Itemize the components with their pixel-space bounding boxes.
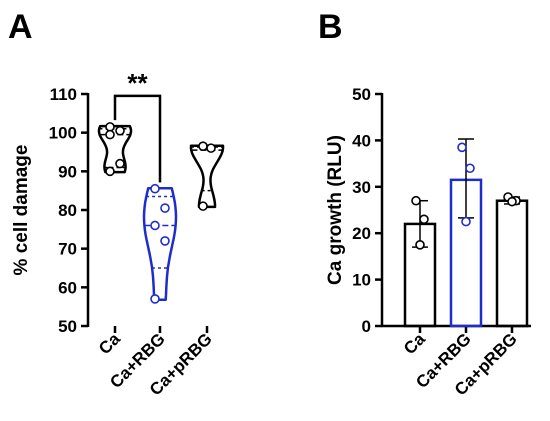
y-tick-label: 0: [362, 317, 371, 336]
data-point: [419, 214, 429, 225]
data-point: [105, 166, 115, 177]
violin-plot: % cell damage 5060708090100110CaCa+RBGCa…: [11, 68, 225, 399]
data-point: [115, 125, 125, 136]
significance-bracket: [113, 94, 162, 183]
y-tick-label: 110: [50, 85, 77, 104]
violin: [142, 187, 178, 301]
data-point: [105, 129, 115, 140]
y-tick-label: 80: [58, 201, 77, 220]
data-point: [507, 196, 517, 207]
y-tick-label: 20: [352, 224, 371, 243]
y-tick-label: 100: [49, 124, 77, 143]
data-point: [105, 122, 115, 132]
panel-b-letter: B: [318, 8, 343, 46]
data-point: [415, 240, 425, 250]
data-point: [150, 294, 160, 304]
y-tick-label: 60: [58, 278, 77, 297]
bar-chart: Ca growth (RLU) 01020304050CaCa+RBGCa+pR…: [325, 85, 531, 399]
data-point: [465, 163, 475, 174]
y-tick-label: 90: [58, 162, 77, 181]
data-point: [160, 236, 170, 246]
data-point: [160, 203, 170, 213]
data-point: [115, 158, 125, 169]
y-tick-label: 70: [58, 240, 77, 259]
data-point: [457, 142, 467, 153]
data-point: [411, 195, 421, 206]
y-tick-label: 10: [352, 271, 371, 290]
data-point: [198, 141, 208, 151]
significance-label: **: [127, 68, 148, 98]
x-tick-label: Ca: [95, 329, 124, 358]
data-point: [198, 201, 208, 211]
y-tick-label: 50: [58, 317, 77, 336]
y-tick-label: 30: [352, 178, 371, 197]
violin: [189, 144, 225, 209]
y-tick-label: 40: [352, 131, 371, 150]
data-point: [150, 220, 160, 231]
data-point: [206, 143, 216, 153]
panel-a-letter: A: [8, 8, 33, 46]
data-point: [150, 183, 160, 194]
violin: [97, 124, 133, 174]
bar: [495, 199, 529, 328]
x-tick-label: Ca: [400, 329, 429, 358]
y-tick-label: 50: [352, 85, 371, 104]
data-point: [461, 216, 471, 227]
y-axis-label: Ca growth (RLU): [325, 135, 346, 285]
y-axis-label: % cell damage: [11, 145, 32, 276]
